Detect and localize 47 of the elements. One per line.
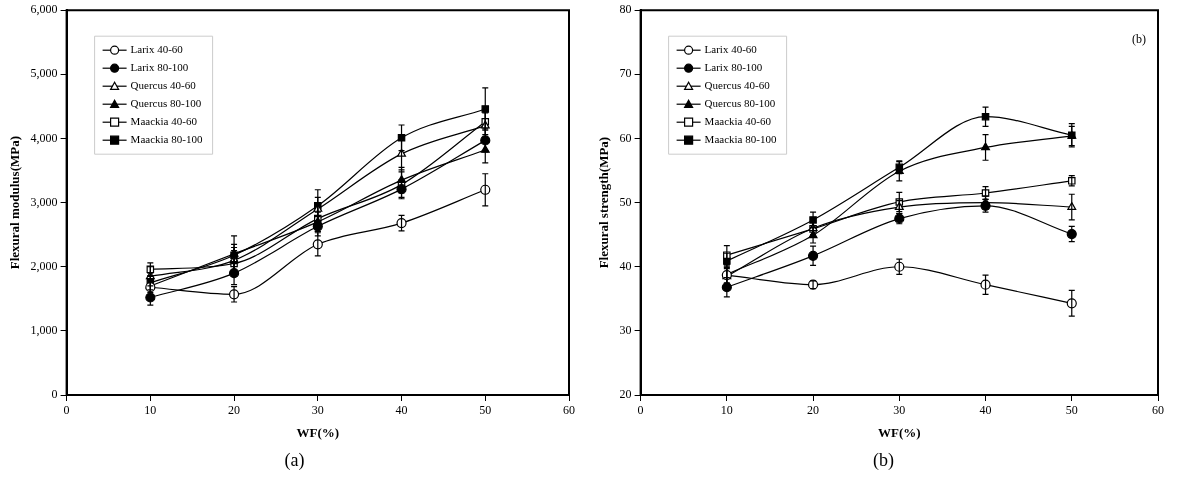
x-tick-label: 50 xyxy=(1065,403,1078,418)
x-tick-label: 60 xyxy=(563,403,575,418)
y-tick-label: 1,000 xyxy=(30,323,58,338)
y-tick-label: 70 xyxy=(619,66,632,81)
y-axis-title: Flexural modulus(MPa) xyxy=(7,135,23,270)
legend-label: Maackia 40-60 xyxy=(704,115,772,128)
x-tick-label: 20 xyxy=(807,403,820,418)
x-tick-label: 30 xyxy=(893,403,906,418)
legend-label: Maackia 80-100 xyxy=(704,133,777,146)
x-tick-label: 50 xyxy=(479,403,492,418)
legend-label: Larix 80-100 xyxy=(704,61,763,74)
x-axis-title: WF(%) xyxy=(878,424,921,440)
legend-label: Maackia 80-100 xyxy=(130,133,203,146)
x-tick-label: 0 xyxy=(63,403,70,418)
y-tick-label: 40 xyxy=(619,258,632,273)
annotation: (b) xyxy=(1132,32,1146,47)
legend-label: Quercus 40-60 xyxy=(704,79,771,92)
y-tick-label: 50 xyxy=(619,194,632,209)
y-tick-label: 5,000 xyxy=(30,66,58,81)
y-tick-label: 3,000 xyxy=(30,194,58,209)
y-tick-label: 60 xyxy=(619,130,632,145)
text: (a) xyxy=(283,449,306,472)
legend-label: Larix 80-100 xyxy=(130,61,189,74)
x-tick-label: 10 xyxy=(720,403,733,418)
legend-label: Larix 40-60 xyxy=(704,43,758,56)
x-tick-label: 60 xyxy=(1152,403,1164,418)
x-tick-label: 0 xyxy=(637,403,644,418)
y-tick-label: 2,000 xyxy=(30,258,58,273)
x-tick-label: 10 xyxy=(144,403,157,418)
legend-label: Larix 40-60 xyxy=(130,43,184,56)
legend-label: Quercus 40-60 xyxy=(130,79,197,92)
text: (b) xyxy=(872,449,895,472)
x-tick-label: 20 xyxy=(228,403,241,418)
y-axis-title: Flexural strength(MPa) xyxy=(596,136,612,269)
x-tick-label: 40 xyxy=(395,403,408,418)
y-tick-label: 80 xyxy=(619,2,632,17)
y-tick-label: 20 xyxy=(619,387,632,402)
y-tick-label: 6,000 xyxy=(30,2,58,17)
x-axis-title: WF(%) xyxy=(296,424,340,440)
legend-label: Maackia 40-60 xyxy=(130,115,198,128)
y-tick-label: 30 xyxy=(619,323,632,338)
legend-label: Quercus 80-100 xyxy=(130,97,202,110)
y-tick-label: 4,000 xyxy=(30,130,58,145)
y-tick-label: 0 xyxy=(51,387,58,402)
x-tick-label: 30 xyxy=(311,403,324,418)
legend-label: Quercus 80-100 xyxy=(704,97,776,110)
x-tick-label: 40 xyxy=(979,403,992,418)
